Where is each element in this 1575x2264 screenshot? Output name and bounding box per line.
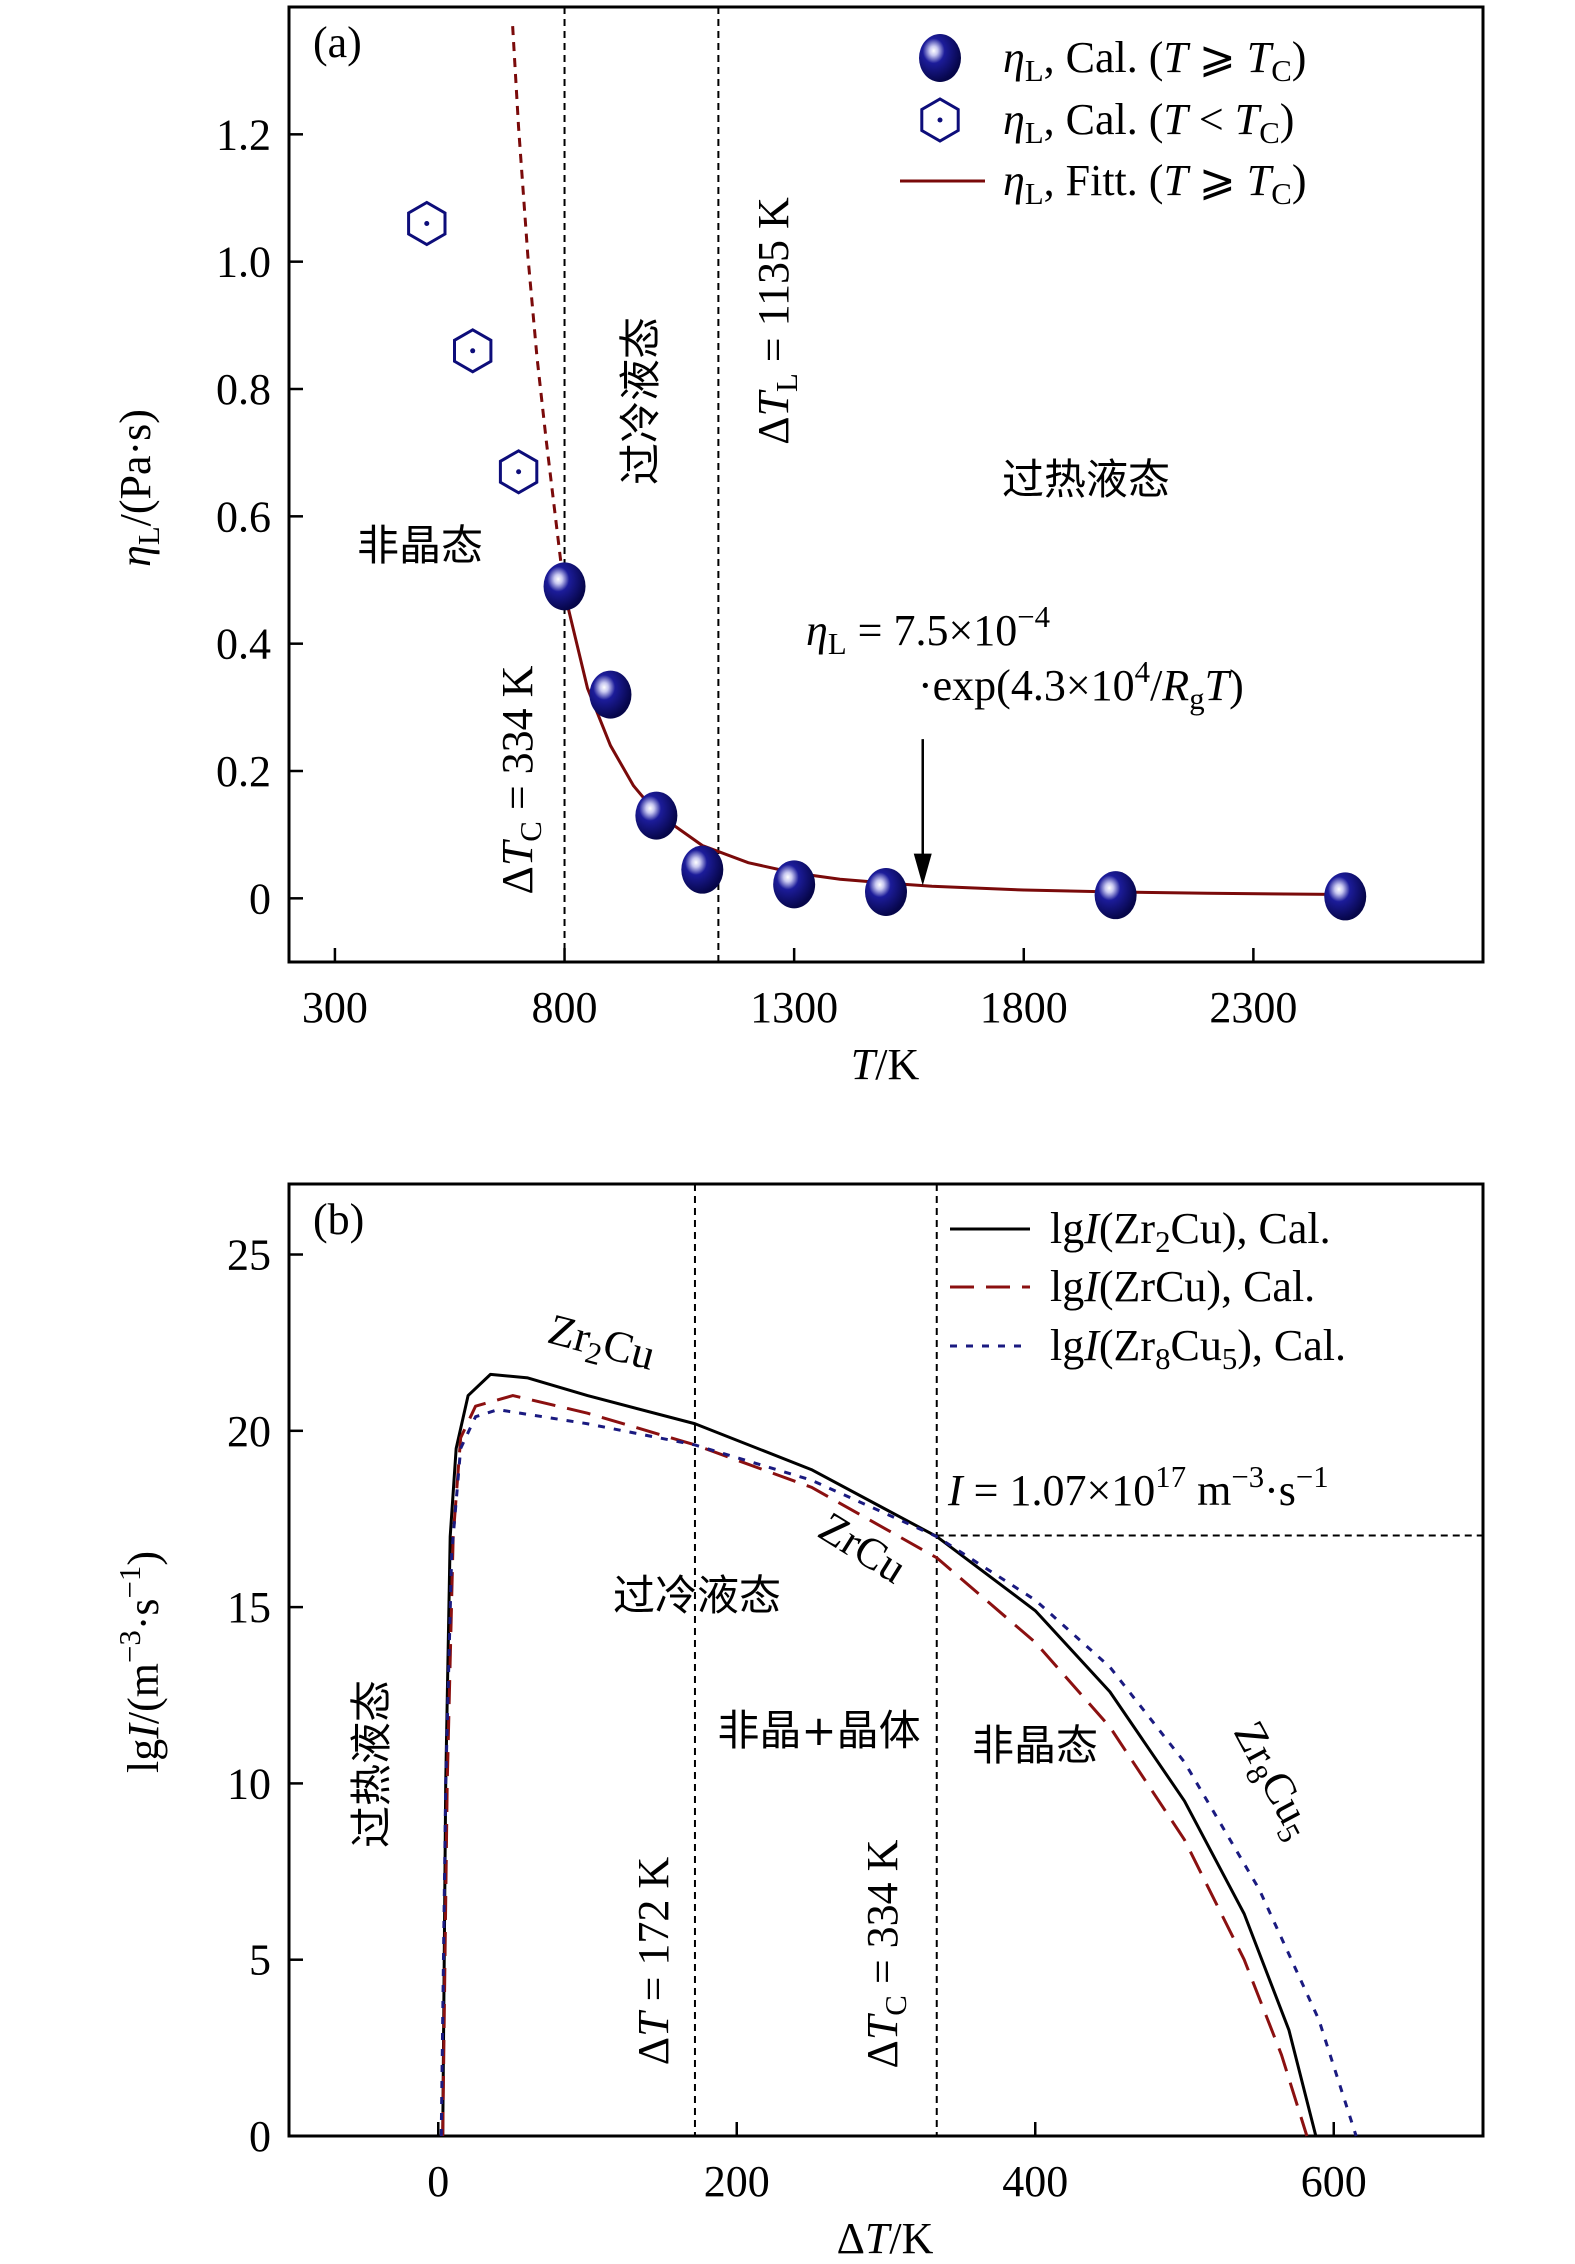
filled-sphere-point xyxy=(773,860,816,909)
y-tick-label: 1.0 xyxy=(216,238,271,287)
panel-label: (b) xyxy=(313,1195,364,1244)
legend-entry-2: lgI(Zr8Cu5), Cal. xyxy=(1050,1321,1346,1376)
delta-tl-label: ΔTL = 1135 K xyxy=(749,197,804,445)
zr2cu-curve-label: Zr2Cu xyxy=(542,1304,661,1385)
supercooled-label: 过冷液态 xyxy=(613,1571,781,1620)
hexagon-center-dot xyxy=(424,220,430,226)
x-tick-label: 400 xyxy=(1002,2157,1068,2206)
y-tick-label: 5 xyxy=(249,1936,271,1985)
amorphous-label: 非晶态 xyxy=(972,1721,1098,1770)
panel-a: 300 800 1300 1800 2300 0 0.2 0.4 0.6 0.8 1.0 1.2 (a)… xyxy=(111,5,1485,1089)
y-axis-label: lgI/(m−3·s−1) xyxy=(113,1551,168,1773)
x-tick-label: 2300 xyxy=(1209,983,1297,1032)
y-tick-label: 0.6 xyxy=(216,492,271,541)
mixed-label: 非晶+晶体 xyxy=(717,1706,920,1755)
zr8cu5-curve-label: Zr8Cu5 xyxy=(1219,1713,1326,1848)
delta-tc-label: ΔTC = 334 K xyxy=(493,665,548,894)
hexagon-center-dot xyxy=(516,469,522,475)
y-tick-label: 1.2 xyxy=(216,110,271,159)
y-axis-label: ηL/(Pa·s) xyxy=(111,409,166,567)
legend-entry-0: lgI(Zr2Cu), Cal. xyxy=(1050,1204,1331,1259)
legend-entry-2: ηL, Fitt. (T ⩾ TC) xyxy=(1003,156,1306,211)
x-tick-label: 300 xyxy=(302,983,368,1032)
plot-frame xyxy=(287,5,1485,964)
y-tick-label: 15 xyxy=(227,1583,271,1632)
filled-sphere-point xyxy=(543,562,586,611)
filled-sphere-point xyxy=(635,791,678,840)
filled-sphere-point xyxy=(865,867,907,916)
x-axis-label: T/K xyxy=(851,1040,920,1089)
x-axis-label: ΔT/K xyxy=(837,2214,934,2263)
legend-entry-0: ηL, Cal. (T ⩾ TC) xyxy=(1003,33,1306,88)
delta-t-label: ΔT = 172 K xyxy=(629,1857,678,2066)
plot-frame xyxy=(287,1182,1485,2138)
supercooled-label: 过冷液态 xyxy=(616,317,665,485)
fit-extrapolation-line xyxy=(511,26,567,593)
filled-sphere-point xyxy=(589,670,632,719)
legend-sphere-icon xyxy=(919,34,961,82)
filled-sphere-point xyxy=(681,845,724,894)
delta-tc-label: ΔTC = 334 K xyxy=(858,1839,913,2068)
y-tick-label: 20 xyxy=(227,1407,271,1456)
legend-entry-1: lgI(ZrCu), Cal. xyxy=(1050,1262,1315,1311)
y-tick-label: 10 xyxy=(227,1759,271,1808)
filled-sphere-point xyxy=(1094,871,1137,920)
y-tick-label: 0 xyxy=(249,874,271,923)
fit-formula-line1: ηL = 7.5×10−4 xyxy=(806,600,1050,661)
y-tick-label: 0.2 xyxy=(216,747,271,796)
legend-entry-1: ηL, Cal. (T < TC) xyxy=(1003,95,1294,150)
x-tick-label: 800 xyxy=(532,983,598,1032)
x-tick-label: 200 xyxy=(704,2157,770,2206)
y-tick-label: 25 xyxy=(227,1231,271,1280)
fit-formula-line2: ·exp(4.3×104/RgT) xyxy=(918,655,1244,716)
arrow-head xyxy=(913,853,932,886)
x-tick-label: 600 xyxy=(1301,2157,1367,2206)
y-tick-label: 0 xyxy=(249,2112,271,2161)
curve-0 xyxy=(441,1372,1318,2137)
x-tick-label: 1800 xyxy=(980,983,1068,1032)
y-tick-label: 0.8 xyxy=(216,365,271,414)
y-tick-label: 0.4 xyxy=(216,620,271,669)
filled-sphere-point xyxy=(1324,872,1367,921)
x-tick-label: 0 xyxy=(427,2157,449,2206)
curve-1 xyxy=(441,1394,1309,2137)
curve-2 xyxy=(439,1408,1358,2137)
superheated-label: 过热液态 xyxy=(1002,455,1170,504)
panel-label: (a) xyxy=(313,18,362,67)
critical-rate-label: I = 1.07×1017 m−3·s−1 xyxy=(947,1460,1329,1515)
amorphous-label: 非晶态 xyxy=(357,521,483,570)
hexagon-center-dot xyxy=(470,348,476,354)
panel-b: 0 200 400 600 0 5 10 15 20 25 (b) ΔT/K lgI/(m−3·s−1)… xyxy=(113,1182,1485,2263)
legend-hexagon-dot xyxy=(937,117,943,123)
x-tick-label: 1300 xyxy=(750,983,838,1032)
superheated-label: 过热液态 xyxy=(347,1680,396,1848)
